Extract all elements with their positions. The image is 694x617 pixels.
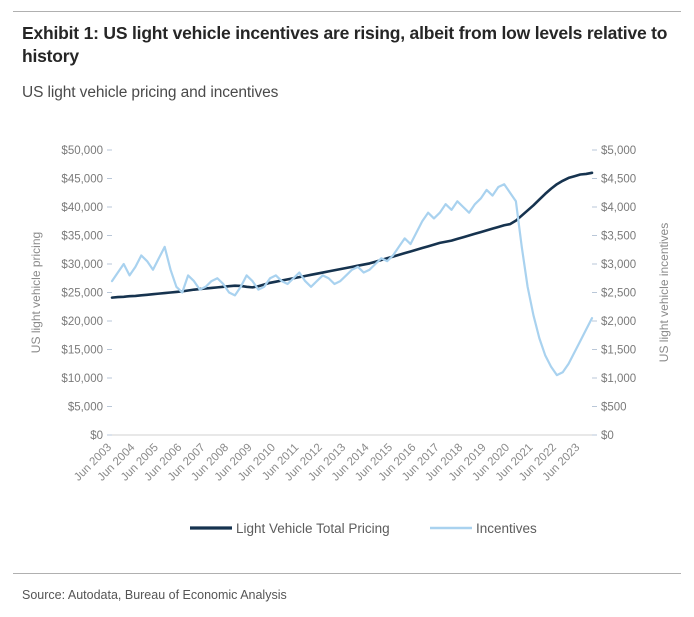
right-axis-tick-label: $2,500 <box>601 288 636 300</box>
series-line-incentives <box>110 183 594 377</box>
left-axis-tick-label: $35,000 <box>61 231 103 243</box>
right-axis-title: US light vehicle incentives <box>657 223 671 362</box>
chart-container: $0 $5,000 $10,000 $15,000 $20,000 $25,000 $30,… <box>0 128 694 558</box>
right-axis-tick-label: $5,000 <box>601 145 636 157</box>
left-axis-title: US light vehicle pricing <box>29 232 43 353</box>
left-axis-tick-label: $5,000 <box>68 402 103 414</box>
legend-label-1[interactable]: Incentives <box>476 521 537 536</box>
left-axis-tick-label: $0 <box>90 430 103 442</box>
right-axis-tick-label: $1,500 <box>601 345 636 357</box>
right-axis-tick-label: $0 <box>601 430 614 442</box>
source-note: Source: Autodata, Bureau of Economic Ana… <box>22 588 287 602</box>
left-axis: $0 $5,000 $10,000 $15,000 $20,000 $25,000 $30,… <box>61 145 112 442</box>
right-axis-tick-label: $3,500 <box>601 231 636 243</box>
page-subtitle: US light vehicle pricing and incentives <box>22 84 279 101</box>
left-axis-tick-label: $50,000 <box>61 145 103 157</box>
right-axis-tick-label: $1,000 <box>601 373 636 385</box>
left-axis-tick-label: $20,000 <box>61 316 103 328</box>
left-axis-tick-label: $10,000 <box>61 373 103 385</box>
right-axis-tick-label: $4,500 <box>601 174 636 186</box>
left-axis-tick-label: $15,000 <box>61 345 103 357</box>
left-axis-tick-label: $45,000 <box>61 174 103 186</box>
chart-legend: Light Vehicle Total Pricing Incentives <box>190 521 537 536</box>
bottom-divider <box>13 573 681 574</box>
right-axis-tick-label: $500 <box>601 402 627 414</box>
series-line-pricing <box>110 171 594 299</box>
right-axis-tick-label: $3,000 <box>601 259 636 271</box>
legend-label-0[interactable]: Light Vehicle Total Pricing <box>236 521 390 536</box>
left-axis-tick-label: $25,000 <box>61 288 103 300</box>
top-divider <box>13 11 681 12</box>
left-axis-tick-label: $30,000 <box>61 259 103 271</box>
left-axis-tick-label: $40,000 <box>61 202 103 214</box>
right-axis-tick-label: $4,000 <box>601 202 636 214</box>
dual-axis-line-chart: $0 $5,000 $10,000 $15,000 $20,000 $25,000 $30,… <box>29 145 671 536</box>
right-axis: $0 $500 $1,000 $1,500 $2,000 $2,500 $3,000 $3,5… <box>592 145 636 442</box>
right-axis-tick-label: $2,000 <box>601 316 636 328</box>
page-title: Exhibit 1: US light vehicle incentives a… <box>22 23 668 67</box>
